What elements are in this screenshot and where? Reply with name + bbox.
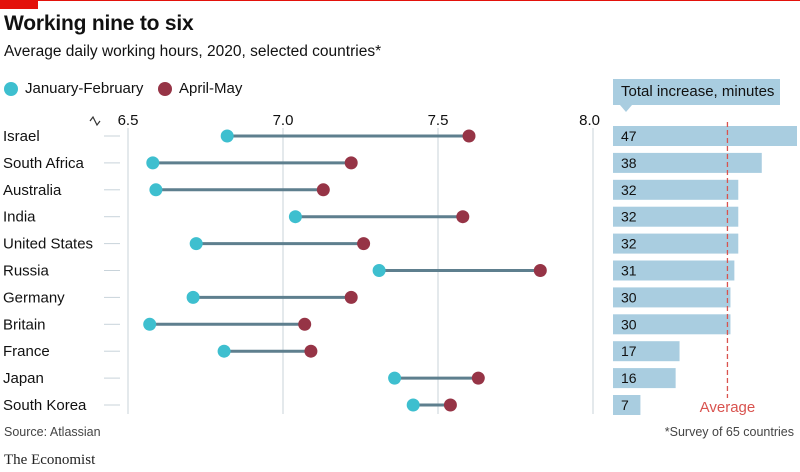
point-jan-feb-israel <box>220 129 234 143</box>
country-label-france: France <box>3 343 50 360</box>
chart-subtitle: Average daily working hours, 2020, selec… <box>4 43 382 60</box>
bar-germany <box>613 287 731 308</box>
legend-label-jan-feb: January-February <box>25 80 144 97</box>
point-apr-may-japan <box>471 371 485 385</box>
chart-title: Working nine to six <box>4 12 194 35</box>
bar-israel <box>613 126 797 146</box>
country-label-australia: Australia <box>3 182 62 199</box>
country-label-israel: Israel <box>3 128 40 145</box>
bar-value-germany: 30 <box>621 289 637 305</box>
bar-russia <box>613 260 735 281</box>
brand-red-tag <box>0 0 38 9</box>
point-jan-feb-south-korea <box>406 398 420 412</box>
point-apr-may-britain <box>298 317 312 331</box>
point-jan-feb-india <box>288 210 302 224</box>
country-label-britain: Britain <box>3 316 46 333</box>
point-jan-feb-france <box>217 344 231 358</box>
bar-south-korea <box>613 395 641 415</box>
point-apr-may-india <box>456 210 470 224</box>
x-tick-label-8-0: 8.0 <box>579 112 600 129</box>
increase-bars: 47 38 32 32 32 31 30 30 17 16 7 Average <box>613 105 797 416</box>
bar-value-australia: 32 <box>621 182 637 198</box>
country-label-united-states: United States <box>3 236 93 253</box>
point-jan-feb-britain <box>143 317 157 331</box>
point-apr-may-south-korea <box>443 398 457 412</box>
point-jan-feb-russia <box>372 264 386 277</box>
point-apr-may-united-states <box>357 237 371 251</box>
bar-value-united-states: 32 <box>621 236 637 252</box>
bar-panel-title: Total increase, minutes <box>621 83 775 100</box>
bar-australia <box>613 179 739 200</box>
point-jan-feb-australia <box>149 183 163 197</box>
legend-item-apr-may: April-May <box>158 80 242 97</box>
bar-value-israel: 47 <box>621 128 637 144</box>
legend-dot-jan-feb <box>4 81 18 96</box>
bar-value-india: 32 <box>621 209 637 225</box>
point-apr-may-germany <box>344 290 358 304</box>
survey-note: *Survey of 65 countries <box>664 425 794 439</box>
country-label-russia: Russia <box>3 263 50 280</box>
point-apr-may-russia <box>533 264 547 277</box>
brand-logo-text: The Economist <box>4 452 96 468</box>
bar-south-africa <box>613 152 762 173</box>
source-note: Source: Atlassian <box>4 425 101 439</box>
country-label-south-korea: South Korea <box>3 397 87 414</box>
axis-break-icon <box>89 115 101 127</box>
legend-item-jan-feb: January-February <box>4 80 143 97</box>
bar-value-britain: 30 <box>621 316 637 332</box>
country-label-japan: Japan <box>3 370 44 387</box>
legend-dot-apr-may <box>158 81 172 96</box>
gridlines <box>104 128 594 414</box>
bar-india <box>613 206 739 227</box>
legend-label-apr-may: April-May <box>179 80 243 97</box>
bar-united-states <box>613 233 739 254</box>
point-jan-feb-united-states <box>189 237 203 251</box>
point-jan-feb-germany <box>186 290 200 304</box>
point-apr-may-france <box>304 344 318 358</box>
bar-value-japan: 16 <box>621 370 637 386</box>
bar-value-france: 17 <box>621 343 637 359</box>
point-apr-may-south-africa <box>344 156 358 170</box>
bar-japan <box>613 368 676 389</box>
top-rule <box>0 0 800 1</box>
bar-france <box>613 341 680 362</box>
panel-header-pointer <box>620 105 632 112</box>
bar-britain <box>613 314 731 335</box>
bar-value-russia: 31 <box>621 263 637 279</box>
bar-value-south-korea: 7 <box>621 397 629 413</box>
x-tick-label-6-5: 6.5 <box>118 112 139 129</box>
bar-value-south-africa: 38 <box>621 155 637 171</box>
point-apr-may-israel <box>462 129 476 143</box>
dumbbell-rows: Israel South Africa Australia India United S… <box>3 128 547 414</box>
point-jan-feb-japan <box>388 371 402 385</box>
x-tick-label-7-5: 7.5 <box>428 112 449 129</box>
bar-panel-header: Total increase, minutes <box>613 79 780 105</box>
country-label-india: India <box>3 209 36 226</box>
point-jan-feb-south-africa <box>146 156 160 170</box>
point-apr-may-australia <box>316 183 330 197</box>
country-label-germany: Germany <box>3 289 65 306</box>
country-label-south-africa: South Africa <box>3 155 85 172</box>
x-tick-labels: 6.5 7.0 7.5 8.0 <box>89 112 600 129</box>
x-tick-label-7-0: 7.0 <box>273 112 294 129</box>
average-label: Average <box>700 399 756 416</box>
